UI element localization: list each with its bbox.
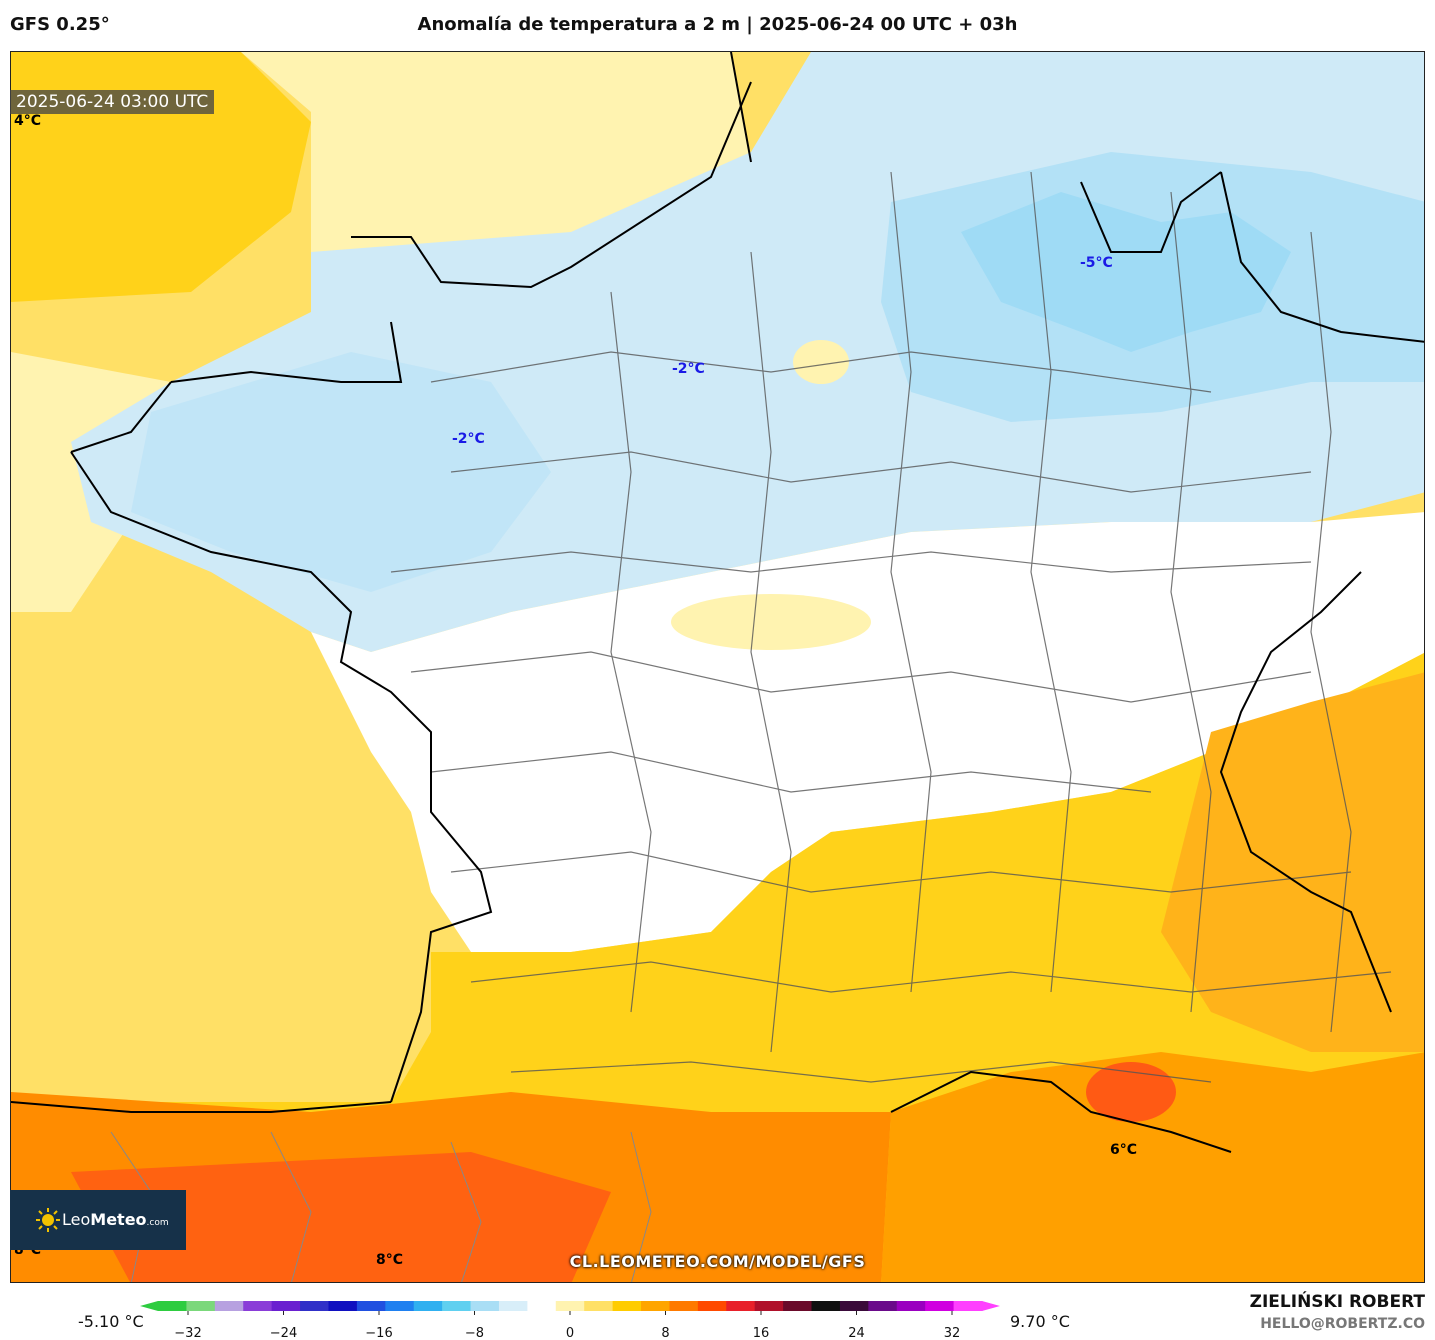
colorbar-swatch bbox=[470, 1301, 500, 1311]
colorbar-min-arrow bbox=[140, 1301, 158, 1311]
colorbar-swatch bbox=[442, 1301, 472, 1311]
timestamp-box: 2025-06-24 03:00 UTC bbox=[10, 90, 215, 114]
colorbar-swatch bbox=[754, 1301, 784, 1311]
author-name: ZIELIŃSKI ROBERT bbox=[1249, 1292, 1425, 1312]
temperature-anomaly-map bbox=[11, 52, 1424, 1282]
colorbar-swatch bbox=[555, 1301, 585, 1311]
colorbar-swatch bbox=[186, 1301, 216, 1311]
colorbar: −32 −24 −16 −8 0 8 16 24 32 bbox=[140, 1301, 1000, 1340]
colorbar-swatch bbox=[726, 1301, 756, 1311]
temp-label-nw: 4°C bbox=[14, 113, 42, 129]
colorbar-swatch bbox=[243, 1301, 273, 1311]
anomaly-zone-neutral bbox=[311, 512, 1424, 952]
leometeo-logo: LeoMeteo.com bbox=[10, 1190, 186, 1250]
watermark-url: CL.LEOMETEO.COM/MODEL/GFS bbox=[569, 1252, 866, 1271]
coastline bbox=[70, 81, 752, 1103]
colorbar-swatch bbox=[783, 1301, 813, 1311]
anomaly-zone-cold-ring bbox=[881, 152, 1424, 422]
national-border bbox=[730, 52, 1424, 1013]
colorbar-tick-label: −8 bbox=[465, 1326, 484, 1340]
colorbar-swatch bbox=[300, 1301, 330, 1311]
colorbar-swatch bbox=[811, 1301, 841, 1311]
anomaly-zone-provence-hot bbox=[1086, 1062, 1176, 1122]
colorbar-swatch bbox=[669, 1301, 699, 1311]
temp-label-provence: 6°C bbox=[1110, 1142, 1138, 1158]
colorbar-swatch bbox=[925, 1301, 955, 1311]
anomaly-zone-paris bbox=[793, 340, 849, 384]
colorbar-swatch bbox=[641, 1301, 671, 1311]
temp-label-paris: -2°C bbox=[672, 361, 705, 377]
department-borders bbox=[390, 171, 1392, 1083]
map-title: Anomalía de temperatura a 2 m | 2025-06-… bbox=[417, 14, 1018, 35]
colorbar-swatch bbox=[612, 1301, 642, 1311]
colorbar-tick-label: 32 bbox=[944, 1326, 961, 1340]
colorbar-tick-label: 0 bbox=[566, 1326, 574, 1340]
colorbar-swatch bbox=[356, 1301, 386, 1311]
colorbar-swatch bbox=[158, 1301, 188, 1311]
colorbar-swatch bbox=[584, 1301, 614, 1311]
anomaly-zone-center bbox=[671, 594, 871, 650]
colorbar-tick-label: −32 bbox=[174, 1326, 201, 1340]
colorbar-swatch bbox=[896, 1301, 926, 1311]
colorbar-min-label: -5.10 °C bbox=[78, 1312, 144, 1331]
anomaly-zone-cold-west bbox=[131, 352, 551, 592]
colorbar-swatch bbox=[328, 1301, 358, 1311]
anomaly-zone-nw bbox=[11, 52, 311, 302]
anomaly-zone-channel bbox=[241, 52, 751, 252]
temp-label-pyrenees: 8°C bbox=[376, 1252, 404, 1268]
spain-borders bbox=[110, 1131, 652, 1282]
anomaly-zone-southeast bbox=[1161, 672, 1424, 1052]
colorbar-tick-label: 16 bbox=[753, 1326, 770, 1340]
colorbar-tick-label: 24 bbox=[848, 1326, 865, 1340]
colorbar-swatch bbox=[214, 1301, 244, 1311]
colorbar-swatch bbox=[697, 1301, 727, 1311]
colorbar-swatch bbox=[868, 1301, 898, 1311]
temp-label-northeast: -5°C bbox=[1080, 255, 1113, 271]
colorbar-max-arrow bbox=[982, 1301, 1000, 1311]
colorbar-tick-label: −24 bbox=[270, 1326, 297, 1340]
colorbar-swatch bbox=[953, 1301, 983, 1311]
colorbar-swatch bbox=[413, 1301, 443, 1311]
colorbar-tick-label: −16 bbox=[365, 1326, 392, 1340]
temp-label-west: -2°C bbox=[452, 431, 485, 447]
logo-text: LeoMeteo.com bbox=[62, 1210, 169, 1229]
anomaly-zone-mediterranean bbox=[881, 1052, 1424, 1282]
colorbar-tick-label: 8 bbox=[661, 1326, 669, 1340]
anomaly-zone-pyrenees-hot bbox=[71, 1152, 611, 1282]
author-email: HELLO@ROBERTZ.CO bbox=[1260, 1316, 1425, 1332]
mediterranean-coast bbox=[890, 1070, 1232, 1153]
colorbar-swatch bbox=[271, 1301, 301, 1311]
colorbar-swatch bbox=[498, 1301, 528, 1311]
sun-icon bbox=[36, 1208, 60, 1232]
colorbar-swatch bbox=[527, 1301, 557, 1311]
colorbar-swatch bbox=[385, 1301, 415, 1311]
colorbar-swatch bbox=[839, 1301, 869, 1311]
spain-coast bbox=[11, 1101, 392, 1113]
colorbar-max-label: 9.70 °C bbox=[1010, 1312, 1070, 1331]
map-frame bbox=[10, 51, 1425, 1283]
model-label: GFS 0.25° bbox=[10, 14, 110, 35]
